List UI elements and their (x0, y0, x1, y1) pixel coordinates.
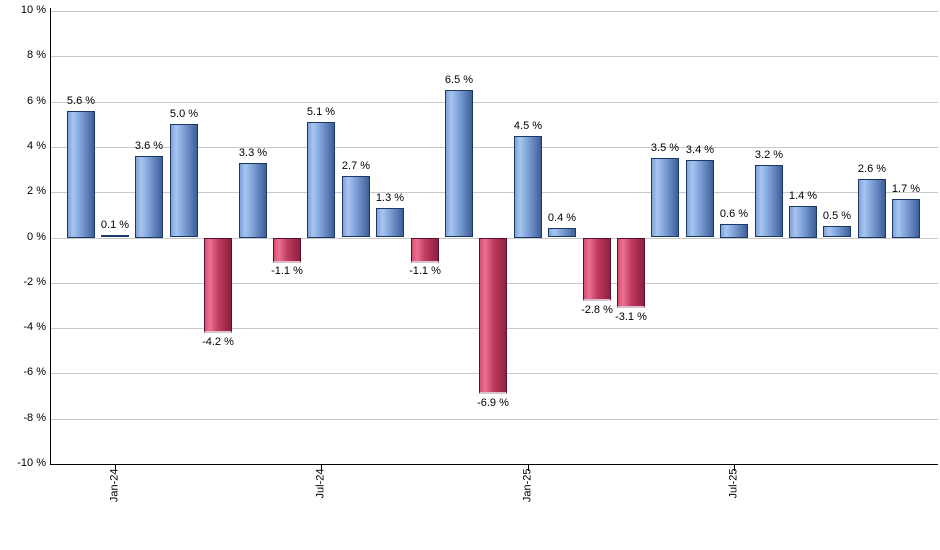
gridline (50, 11, 938, 12)
y-axis-tick-label: 4 % (27, 140, 46, 152)
positive-bar (67, 111, 95, 238)
positive-bar (239, 163, 267, 238)
positive-bar (892, 199, 920, 238)
positive-bar (755, 165, 783, 237)
bar-value-label: 5.1 % (306, 106, 336, 118)
positive-bar (686, 160, 714, 237)
y-axis-tick-label: -2 % (23, 276, 46, 288)
bar-value-label: 1.7 % (891, 183, 921, 195)
x-axis-tick-mark (115, 465, 116, 471)
positive-bar (514, 136, 542, 238)
x-axis-tick-mark (528, 465, 529, 471)
bar-value-label: -1.1 % (409, 265, 441, 277)
bar-value-label: 0.4 % (547, 212, 577, 224)
bar-value-label: 1.3 % (375, 192, 405, 204)
y-axis-tick-label: -4 % (23, 321, 46, 333)
y-axis-tick-label: 6 % (27, 95, 46, 107)
positive-bar (101, 235, 129, 237)
positive-bar (445, 90, 473, 237)
y-axis-tick-label: -10 % (17, 457, 46, 469)
x-axis-tick-label: Jan-24 (108, 468, 121, 503)
positive-bar (720, 224, 748, 238)
bar-value-label: -1.1 % (271, 265, 303, 277)
positive-bar (342, 176, 370, 237)
positive-bar (858, 179, 886, 238)
gridline (50, 192, 938, 193)
bar-value-label: 5.6 % (66, 95, 96, 107)
positive-bar (135, 156, 163, 238)
bar-value-label: 1.4 % (788, 190, 818, 202)
positive-bar (823, 226, 851, 237)
negative-bar (204, 238, 232, 333)
negative-bar (583, 238, 611, 301)
x-axis-tick-label: Jul-24 (314, 468, 327, 499)
gridline (50, 147, 938, 148)
y-axis-tick-label: 0 % (27, 231, 46, 243)
y-axis-tick-label: -6 % (23, 366, 46, 378)
bar-value-label: 0.1 % (100, 219, 130, 231)
y-axis-tick-label: 8 % (27, 49, 46, 61)
positive-bar (548, 228, 576, 237)
positive-bar (170, 124, 198, 237)
positive-bar (307, 122, 335, 238)
bar-value-label: -6.9 % (477, 397, 509, 409)
bar-value-label: -4.2 % (202, 336, 234, 348)
gridline (50, 102, 938, 103)
bar-value-label: 0.5 % (822, 210, 852, 222)
bar-value-label: 3.3 % (238, 147, 268, 159)
bar-value-label: 4.5 % (513, 120, 543, 132)
y-axis-line (50, 8, 51, 464)
bar-value-label: -3.1 % (615, 311, 647, 323)
bar-value-label: -2.8 % (581, 304, 613, 316)
y-axis-tick-label: 10 % (20, 4, 46, 16)
negative-bar (411, 238, 439, 263)
gridline (50, 419, 938, 420)
negative-bar (479, 238, 507, 394)
bar-value-label: 2.7 % (341, 160, 371, 172)
bar-value-label: 5.0 % (169, 108, 199, 120)
gridline (50, 56, 938, 57)
bar-value-label: 0.6 % (719, 208, 749, 220)
x-axis-line (50, 464, 938, 465)
x-axis-tick-label: Jan-25 (521, 468, 534, 503)
negative-bar (273, 238, 301, 263)
bar-value-label: 2.6 % (857, 163, 887, 175)
bar-value-label: 3.6 % (134, 140, 164, 152)
positive-bar (789, 206, 817, 238)
bar-value-label: 3.5 % (650, 142, 680, 154)
negative-bar (617, 238, 645, 308)
bar-value-label: 3.4 % (685, 144, 715, 156)
bar-value-label: 3.2 % (754, 149, 784, 161)
x-axis-tick-mark (734, 465, 735, 471)
bar-value-label: 6.5 % (444, 74, 474, 86)
y-axis-tick-label: -8 % (23, 412, 46, 424)
positive-bar (651, 158, 679, 237)
x-axis-tick-label: Jul-25 (727, 468, 740, 499)
positive-bar (376, 208, 404, 237)
x-axis-tick-mark (321, 465, 322, 471)
y-axis-tick-label: 2 % (27, 185, 46, 197)
